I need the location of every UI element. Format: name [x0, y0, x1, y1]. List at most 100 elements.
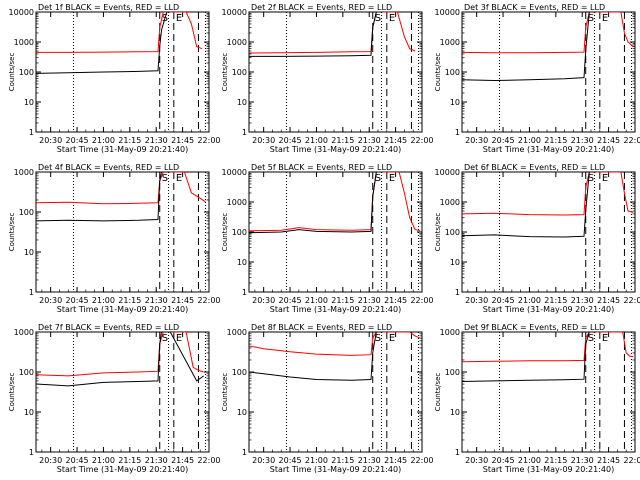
x-tick-label: 22:00 — [410, 456, 433, 465]
y-tick-label: 1 — [455, 128, 460, 137]
y-tick-label: 100 — [19, 208, 34, 217]
panel-det-1: Det 1f BLACK = Events, RED = LLD 1 10 100 10… — [8, 3, 221, 154]
panel-title: Det 7f BLACK = Events, RED = LLD — [38, 323, 179, 332]
y-axis-label: Counts/sec — [8, 53, 16, 92]
y-tick-label: 10000 — [9, 8, 34, 17]
panel-title: Det 5f BLACK = Events, RED = LLD — [251, 163, 392, 172]
marker-label: S — [162, 173, 168, 184]
x-axis-label: Start Time (31-May-09 20:21:40) — [270, 465, 401, 474]
x-tick-label: 20:45 — [492, 296, 515, 305]
y-tick-label: 1000 — [440, 198, 460, 207]
events-series-line — [249, 332, 384, 381]
x-tick-label: 20:30 — [252, 296, 275, 305]
events-series-line — [36, 172, 171, 222]
y-axis-label: Counts/sec — [221, 213, 229, 252]
y-tick-label: 1000 — [227, 328, 247, 337]
x-tick-label: 21:00 — [305, 136, 328, 145]
y-tick-label: 100 — [19, 368, 34, 377]
x-tick-label: 20:45 — [66, 296, 89, 305]
x-axis-label: Start Time (31-May-09 20:21:40) — [57, 465, 188, 474]
panel-title: Det 6f BLACK = Events, RED = LLD — [464, 163, 605, 172]
x-tick-label: 21:30 — [358, 456, 381, 465]
plot-frame — [248, 11, 423, 133]
marker-label: S — [588, 173, 594, 184]
x-axis-label: Start Time (31-May-09 20:21:40) — [270, 145, 401, 154]
lld-series-line — [249, 332, 421, 356]
x-tick-label: 22:00 — [410, 296, 433, 305]
y-tick-label: 10000 — [222, 8, 247, 17]
marker-label: E — [389, 13, 395, 24]
y-tick-label: 100 — [232, 368, 247, 377]
x-tick-label: 21:15 — [544, 456, 567, 465]
x-tick-label: 21:00 — [92, 296, 115, 305]
panel-det-8: Det 8f BLACK = Events, RED = LLD 1 10 100 10… — [221, 323, 434, 474]
panel-title: Det 2f BLACK = Events, RED = LLD — [251, 3, 392, 12]
x-tick-label: 21:30 — [571, 136, 594, 145]
x-tick-label: 21:30 — [145, 456, 168, 465]
y-axis-label: Counts/sec — [221, 373, 229, 412]
y-tick-label: 10000 — [435, 8, 460, 17]
x-tick-label: 21:00 — [518, 136, 541, 145]
x-tick-label: 21:00 — [518, 296, 541, 305]
x-tick-label: 20:45 — [279, 456, 302, 465]
plot-frame — [461, 11, 636, 133]
y-tick-label: 1000 — [14, 328, 34, 337]
x-tick-label: 21:45 — [384, 456, 407, 465]
y-tick-label: 1000 — [440, 38, 460, 47]
x-tick-label: 21:30 — [571, 296, 594, 305]
x-tick-label: 20:30 — [39, 136, 62, 145]
x-tick-label: 21:30 — [358, 136, 381, 145]
lld-series-line — [462, 172, 634, 216]
x-tick-label: 21:15 — [544, 296, 567, 305]
plot-frame — [35, 331, 210, 453]
x-tick-label: 21:45 — [171, 136, 194, 145]
x-tick-label: 20:30 — [39, 456, 62, 465]
marker-label: E — [176, 173, 182, 184]
x-tick-label: 21:15 — [118, 456, 141, 465]
x-tick-label: 20:45 — [279, 136, 302, 145]
y-tick-label: 1 — [29, 128, 34, 137]
x-tick-label: 21:45 — [171, 456, 194, 465]
y-tick-label: 1000 — [14, 168, 34, 177]
x-tick-label: 20:45 — [66, 456, 89, 465]
x-tick-label: 22:00 — [197, 296, 220, 305]
events-series-line — [462, 172, 597, 238]
y-tick-label: 10 — [450, 258, 460, 267]
y-tick-label: 100 — [445, 68, 460, 77]
y-axis-label: Counts/sec — [221, 53, 229, 92]
marker-label: S — [375, 173, 381, 184]
x-tick-label: 20:30 — [465, 136, 488, 145]
y-tick-label: 10 — [450, 98, 460, 107]
x-tick-label: 22:00 — [410, 136, 433, 145]
marker-label: E — [602, 333, 608, 344]
y-tick-label: 10 — [237, 258, 247, 267]
y-tick-label: 100 — [232, 228, 247, 237]
events-series-line — [462, 12, 597, 82]
y-tick-label: 10 — [237, 408, 247, 417]
marker-label: S — [588, 13, 594, 24]
x-tick-label: 21:15 — [118, 136, 141, 145]
marker-label: S — [375, 333, 381, 344]
x-tick-label: 21:45 — [597, 296, 620, 305]
events-series-line — [249, 12, 384, 57]
y-tick-label: 100 — [445, 368, 460, 377]
x-tick-label: 21:45 — [597, 456, 620, 465]
y-tick-label: 1000 — [14, 38, 34, 47]
y-tick-label: 1000 — [227, 38, 247, 47]
x-tick-label: 21:30 — [571, 456, 594, 465]
x-tick-label: 21:45 — [384, 296, 407, 305]
x-tick-label: 21:00 — [92, 136, 115, 145]
marker-label: S — [375, 13, 381, 24]
x-tick-label: 20:30 — [252, 136, 275, 145]
panel-det-6: Det 6f BLACK = Events, RED = LLD 1 10 100 10… — [434, 163, 640, 314]
x-tick-label: 20:30 — [465, 456, 488, 465]
y-tick-label: 10 — [237, 98, 247, 107]
marker-label: S — [588, 333, 594, 344]
x-tick-label: 22:00 — [197, 136, 220, 145]
plot-frame — [35, 171, 210, 293]
y-tick-label: 10 — [24, 98, 34, 107]
x-axis-label: Start Time (31-May-09 20:21:40) — [270, 305, 401, 314]
plot-frame — [461, 331, 636, 453]
marker-label: E — [389, 173, 395, 184]
marker-label: E — [176, 13, 182, 24]
